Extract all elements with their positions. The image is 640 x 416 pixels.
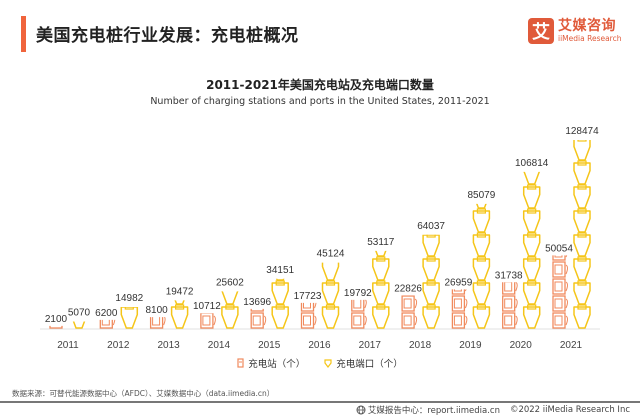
x-tick-label: 2020 (510, 340, 533, 351)
page-title: 美国充电桩行业发展：充电桩概况 (36, 26, 299, 46)
data-label-ports: 5070 (68, 308, 91, 319)
data-label-stations: 31738 (495, 270, 523, 281)
bar-stations-2020 (502, 282, 518, 329)
bar-stations-2017 (351, 299, 367, 329)
data-label-stations: 13696 (243, 297, 271, 308)
plug-icon (324, 359, 332, 368)
x-tick-label: 2018 (409, 340, 432, 351)
iimedia-logo: 艾 艾媒咨询 iiMedia Research (528, 18, 621, 44)
copyright: ©2022 iiMedia Research Inc (509, 405, 630, 415)
data-label-stations: 10712 (193, 301, 221, 312)
bar-stations-2021 (552, 255, 568, 329)
charging-station-icon (237, 358, 244, 368)
data-label-stations: 2100 (45, 314, 68, 325)
data-label-stations: 26959 (444, 277, 472, 288)
data-label-ports: 64037 (417, 221, 445, 232)
bar-stations-2013 (149, 317, 166, 329)
bar-ports-2015 (271, 278, 289, 329)
data-source: 数据来源：可替代能源数据中心（AFDC）、艾媒数据中心（data.iimedia… (12, 389, 275, 398)
bar-stations-2014 (200, 313, 216, 329)
x-tick-label: 2013 (157, 340, 180, 351)
data-label-stations: 22826 (394, 283, 422, 294)
data-label-ports: 25602 (216, 277, 244, 288)
chart-subtitle: Number of charging stations and ports in… (150, 96, 490, 107)
logo-cn: 艾媒咨询 (558, 18, 616, 35)
x-tick-label: 2016 (308, 340, 331, 351)
report-link[interactable]: 艾媒报告中心：report.iimedia.cn (367, 406, 500, 416)
legend: 充电站（个） 充电端口（个） (0, 356, 640, 370)
x-tick-label: 2017 (359, 340, 382, 351)
bar-ports-2016 (321, 262, 340, 329)
x-tick-label: 2014 (208, 340, 231, 351)
globe-icon (356, 405, 366, 415)
bar-ports-2013 (170, 300, 189, 329)
bar-ports-2018 (422, 234, 440, 329)
data-label-stations: 8100 (145, 305, 168, 316)
bar-ports-2011 (72, 321, 86, 329)
data-label-ports: 106814 (515, 158, 549, 169)
bar-stations-2015 (250, 308, 267, 329)
data-label-stations: 17723 (294, 291, 322, 302)
data-label-ports: 14982 (115, 293, 143, 304)
bar-stations-2016 (300, 302, 317, 329)
data-label-stations: 19792 (344, 288, 372, 299)
x-tick-label: 2015 (258, 340, 281, 351)
bar-ports-2014 (221, 291, 239, 329)
data-label-stations: 50054 (545, 243, 573, 254)
bar-ports-2019 (472, 203, 491, 329)
chart-title: 2011-2021年美国充电站及充电端口数量 (206, 78, 434, 92)
data-label-ports: 34151 (266, 265, 294, 276)
bar-stations-2018 (401, 295, 418, 329)
logo-en: iiMedia Research (558, 34, 622, 44)
data-label-ports: 45124 (317, 249, 345, 260)
x-tick-label: 2019 (459, 340, 482, 351)
legend-label-ports: 充电端口（个） (336, 359, 403, 370)
bar-ports-2021 (573, 140, 591, 329)
data-label-ports: 85079 (467, 190, 495, 201)
bar-stations-2019 (451, 289, 468, 329)
bar-ports-2020 (522, 171, 541, 329)
legend-item-stations: 充电站（个） (237, 356, 305, 370)
bar-ports-2017 (372, 250, 390, 329)
x-tick-label: 2011 (57, 340, 79, 351)
x-tick-label: 2021 (560, 340, 583, 351)
bar-stations-2012 (99, 319, 116, 329)
data-label-ports: 128474 (565, 126, 599, 137)
footer: 艾媒报告中心：report.iimedia.cn ©2022 iiMedia R… (356, 404, 630, 416)
bar-ports-2012 (120, 306, 139, 329)
x-tick-label: 2012 (107, 340, 130, 351)
data-label-ports: 53117 (367, 237, 395, 248)
logo-mark: 艾 (528, 18, 554, 44)
footer-divider (0, 401, 640, 403)
data-label-stations: 6200 (95, 308, 118, 319)
header-accent-bar (21, 16, 26, 52)
data-label-ports: 19472 (166, 286, 194, 297)
legend-label-stations: 充电站（个） (248, 359, 306, 370)
legend-item-ports: 充电端口（个） (323, 356, 403, 370)
bar-stations-2011 (49, 325, 63, 329)
